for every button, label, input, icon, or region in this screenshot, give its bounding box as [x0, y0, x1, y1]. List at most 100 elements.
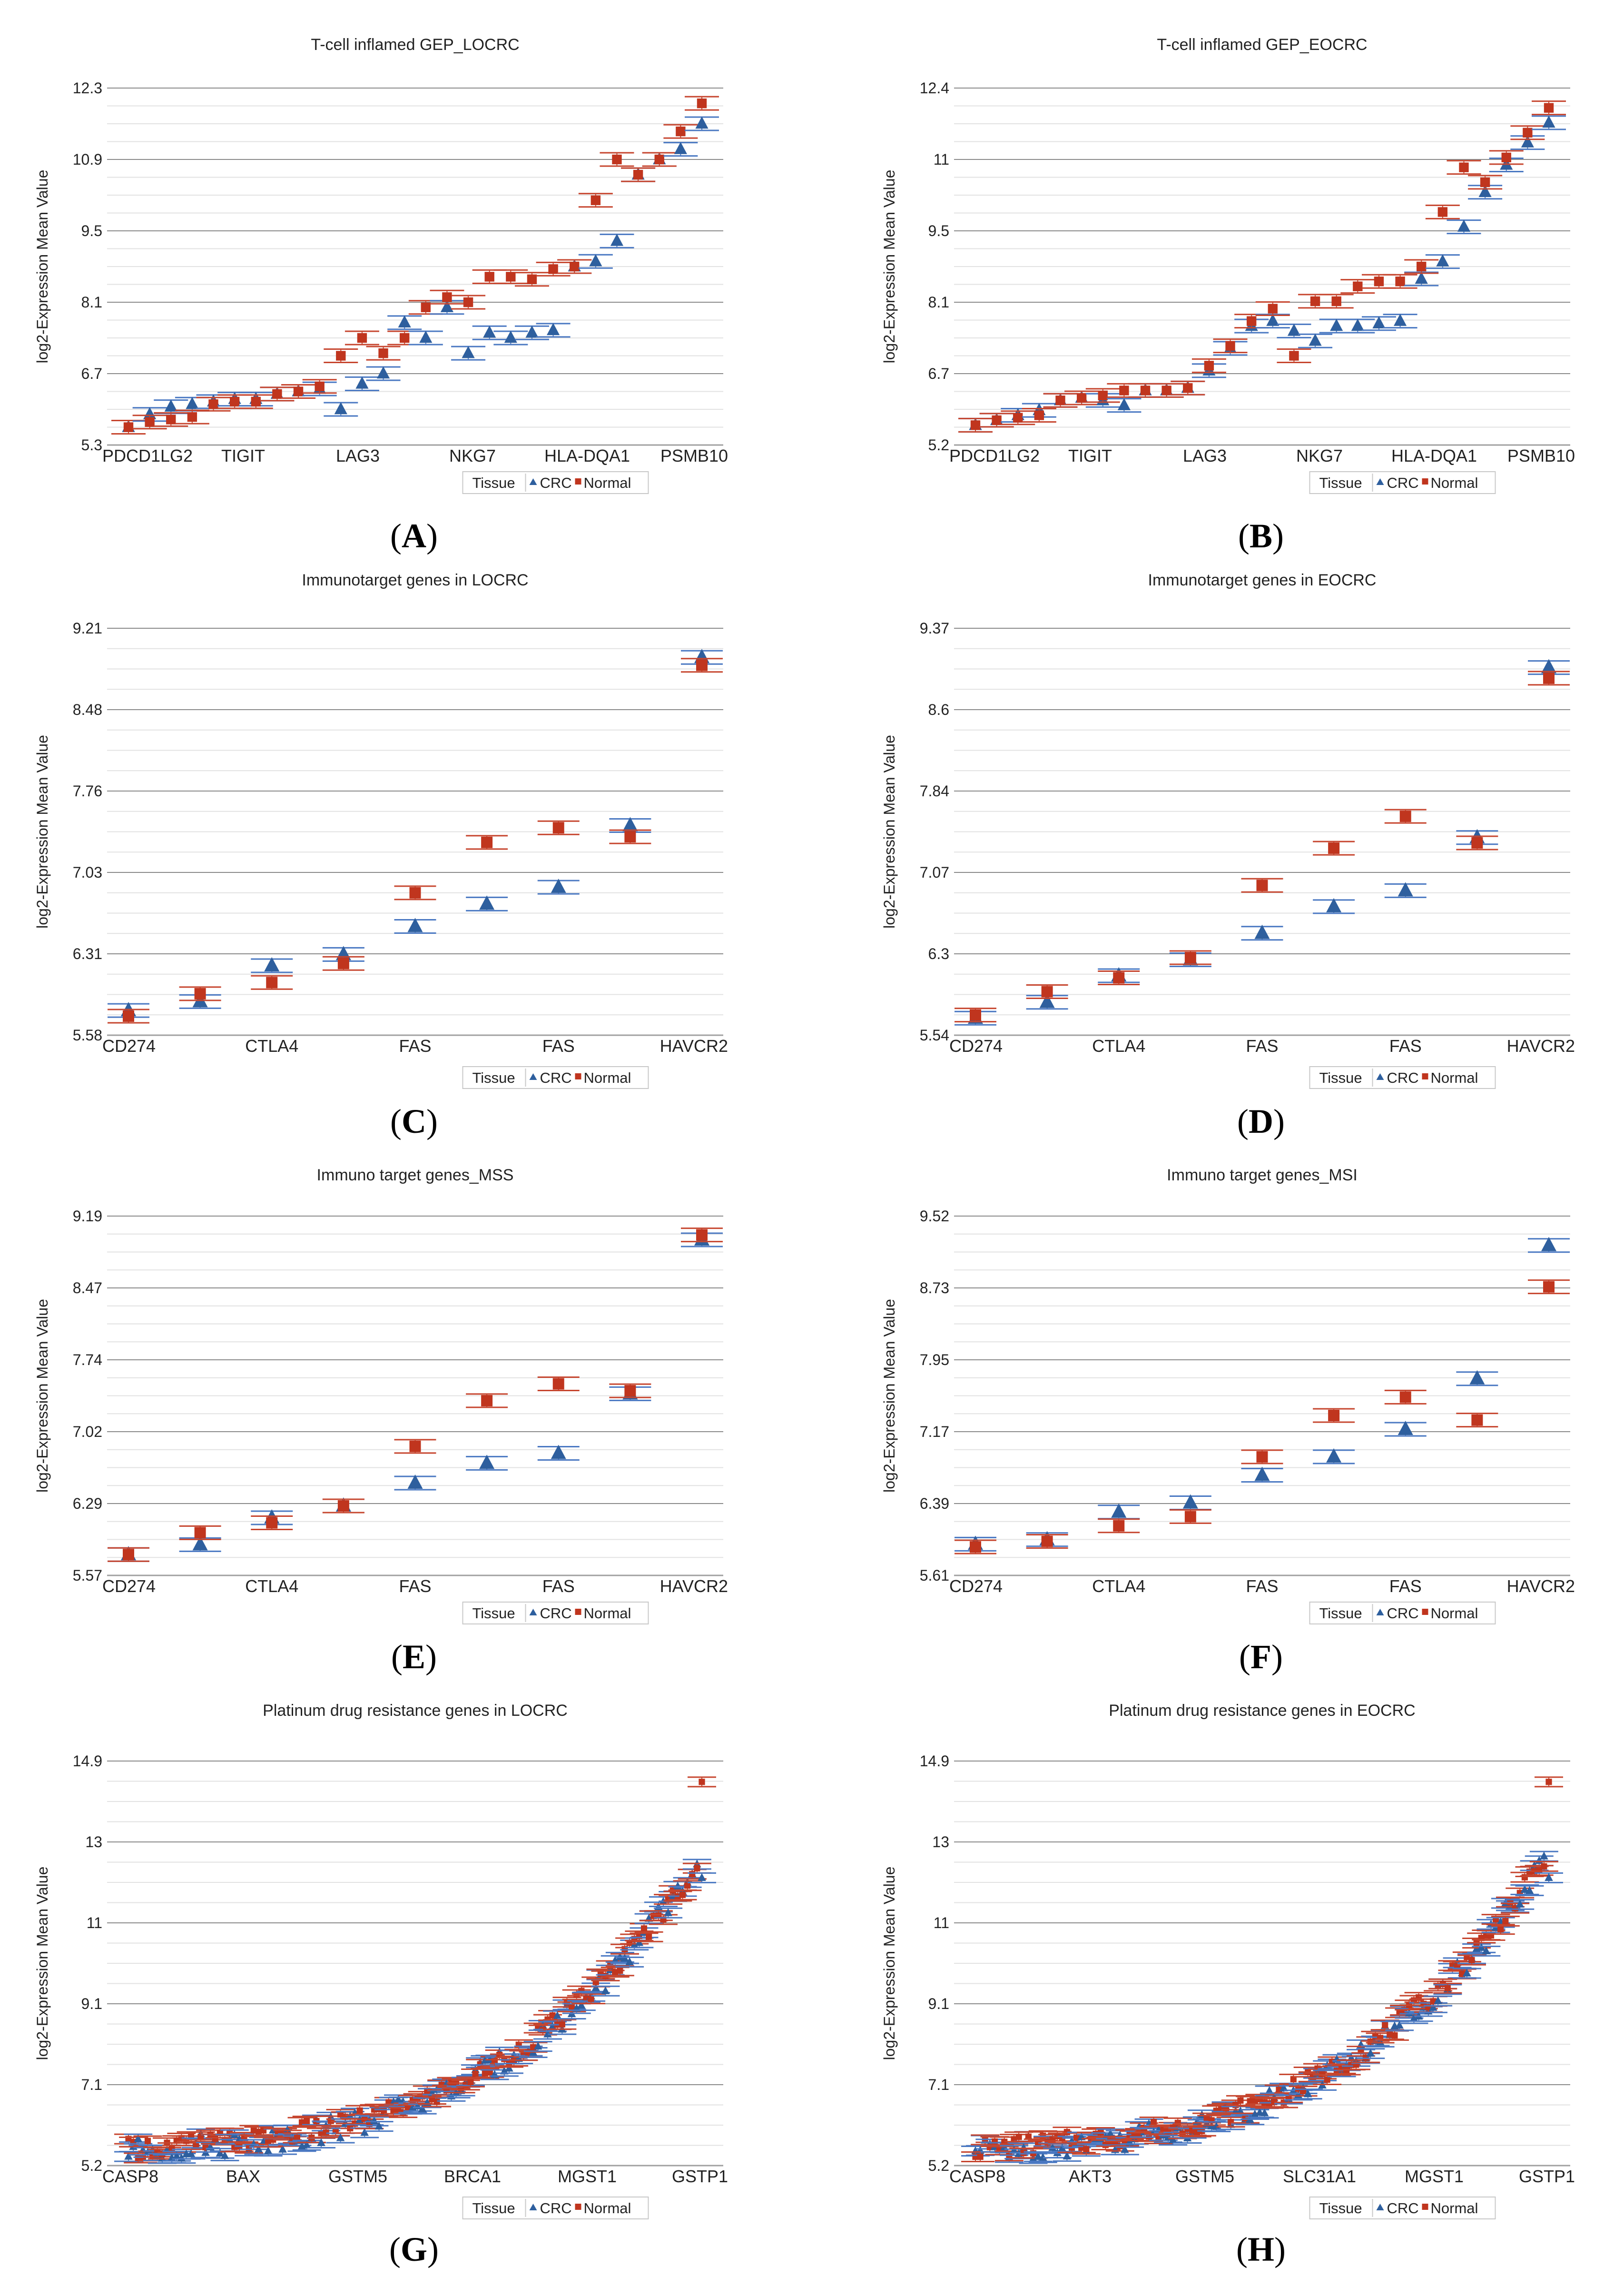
y-tick-label: 6.7 — [81, 365, 102, 382]
y-tick-label: 11 — [87, 1914, 102, 1931]
normal-point — [266, 977, 278, 989]
y-tick-label: 7.76 — [73, 782, 102, 800]
normal-point — [1098, 390, 1108, 401]
normal-point — [684, 1882, 691, 1889]
normal-point — [1523, 128, 1533, 138]
chart-title: Immunotarget genes in LOCRC — [302, 571, 528, 589]
y-tick-label: 7.84 — [920, 782, 949, 800]
crc-point — [398, 315, 411, 328]
legend-crc-icon — [1376, 478, 1384, 485]
chart-panel-e: Immuno target genes_MSS log2-Expression M… — [34, 1166, 728, 1676]
y-tick-label: 6.31 — [73, 945, 102, 962]
legend-crc-icon — [529, 478, 537, 485]
crc-point — [1266, 314, 1279, 326]
legend-title: Tissue — [472, 1605, 515, 1622]
panel-letter: (C) — [390, 1102, 438, 1140]
normal-point — [1545, 1779, 1552, 1785]
crc-point — [1397, 1420, 1413, 1435]
legend: Tissue CRC Normal — [462, 471, 649, 494]
normal-point — [251, 396, 261, 407]
crc-point — [1520, 1885, 1529, 1893]
crc-point — [553, 2011, 562, 2019]
crc-point — [533, 2041, 542, 2050]
normal-point — [135, 2155, 141, 2161]
crc-point — [1117, 398, 1131, 410]
legend-crc-icon — [529, 1609, 537, 1615]
y-axis-label: log2-Expression Mean Value — [34, 1867, 51, 2060]
crc-point — [440, 300, 454, 312]
normal-point — [506, 272, 516, 282]
normal-point — [337, 2111, 344, 2118]
normal-point — [315, 381, 325, 391]
crc-point — [1482, 1946, 1491, 1955]
y-tick-label: 8.1 — [928, 294, 949, 311]
normal-point — [1184, 1511, 1196, 1523]
y-tick-label: 9.52 — [920, 1207, 949, 1225]
y-tick-label: 9.37 — [920, 620, 949, 637]
normal-point — [123, 1549, 134, 1561]
y-tick-label: 9.21 — [73, 620, 102, 637]
x-category-label: FAS — [542, 1576, 575, 1596]
normal-point — [1543, 1281, 1555, 1293]
crc-point — [1039, 993, 1055, 1008]
panel-letter: (E) — [391, 1638, 437, 1676]
crc-point — [278, 2145, 287, 2153]
y-tick-label: 8.6 — [928, 701, 949, 718]
y-tick-label: 6.29 — [73, 1495, 102, 1512]
legend-normal-icon — [1422, 478, 1428, 485]
x-category-label: CTLA4 — [1092, 1576, 1145, 1596]
legend-normal-label: Normal — [1431, 2200, 1478, 2217]
crc-point — [664, 1908, 672, 1916]
normal-point — [1502, 1918, 1509, 1924]
normal-point — [1256, 880, 1268, 891]
chart-panel-a: T-cell inflamed GEP_LOCRC log2-Expression… — [34, 36, 728, 555]
normal-point — [1013, 413, 1023, 423]
x-category-label: HAVCR2 — [1507, 1576, 1575, 1596]
normal-point — [144, 2138, 151, 2144]
x-category-label: HAVCR2 — [660, 1576, 728, 1596]
crc-point — [1121, 2145, 1129, 2153]
normal-point — [1225, 341, 1235, 351]
crc-point — [1106, 2129, 1115, 2138]
normal-point — [549, 2012, 556, 2019]
x-category-label: HAVCR2 — [1507, 1036, 1575, 1056]
crc-point — [134, 2134, 143, 2142]
normal-point — [337, 958, 349, 970]
y-tick-label: 11 — [934, 151, 949, 168]
normal-point — [699, 1779, 705, 1785]
crc-point — [1254, 924, 1270, 939]
legend: Tissue CRC Normal — [1309, 2197, 1496, 2219]
x-category-label: FAS — [1389, 1036, 1422, 1056]
crc-point — [336, 2133, 345, 2141]
chart-title: T-cell inflamed GEP_LOCRC — [311, 36, 519, 54]
chart-title: T-cell inflamed GEP_EOCRC — [1157, 36, 1367, 54]
normal-point — [337, 1500, 349, 1512]
normal-point — [1237, 2097, 1244, 2104]
x-category-label: CTLA4 — [1092, 1036, 1145, 1056]
crc-point — [504, 330, 517, 343]
y-tick-label: 12.4 — [920, 79, 949, 97]
y-tick-label: 9.5 — [81, 222, 102, 239]
normal-point — [298, 2119, 305, 2126]
normal-point — [1251, 2098, 1258, 2105]
crc-point — [419, 330, 433, 343]
normal-point — [336, 351, 346, 361]
crc-point — [577, 2000, 586, 2009]
chart-panel-b: T-cell inflamed GEP_EOCRC log2-Expression… — [881, 36, 1575, 555]
crc-point — [1397, 882, 1413, 897]
legend-crc-label: CRC — [540, 475, 572, 491]
crc-point — [394, 2095, 403, 2103]
x-category-label: NKG7 — [1296, 446, 1343, 465]
y-tick-label: 7.1 — [928, 2076, 949, 2093]
normal-point — [1183, 383, 1193, 393]
normal-point — [1184, 952, 1196, 964]
legend-title: Tissue — [472, 475, 515, 491]
normal-point — [1055, 396, 1065, 406]
normal-point — [323, 2129, 329, 2136]
legend-crc-icon — [1376, 2204, 1384, 2210]
x-category-label: LAG3 — [1183, 446, 1227, 465]
normal-point — [486, 2069, 493, 2076]
legend-title: Tissue — [1319, 2200, 1362, 2217]
normal-point — [318, 2130, 325, 2137]
normal-point — [697, 98, 707, 109]
